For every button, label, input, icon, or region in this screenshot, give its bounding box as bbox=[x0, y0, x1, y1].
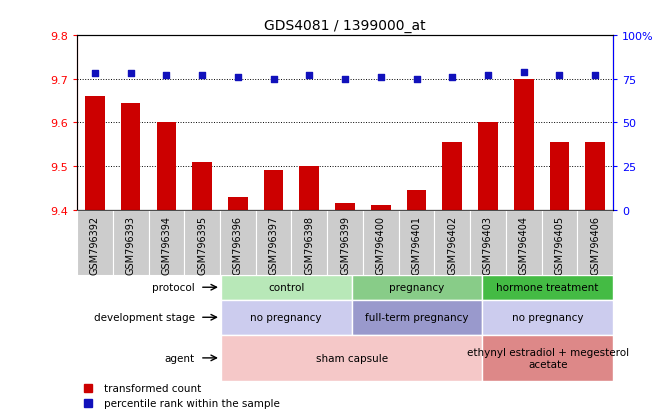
Text: protocol: protocol bbox=[152, 282, 195, 292]
Point bbox=[375, 74, 386, 81]
FancyBboxPatch shape bbox=[399, 210, 434, 275]
Point bbox=[340, 76, 350, 83]
Text: GSM796396: GSM796396 bbox=[233, 216, 243, 274]
Text: ethynyl estradiol + megesterol
acetate: ethynyl estradiol + megesterol acetate bbox=[466, 347, 628, 369]
Text: no pregnancy: no pregnancy bbox=[251, 313, 322, 323]
Bar bbox=[442, 143, 462, 210]
FancyBboxPatch shape bbox=[541, 210, 578, 275]
FancyBboxPatch shape bbox=[77, 210, 113, 275]
Text: hormone treatment: hormone treatment bbox=[496, 282, 599, 292]
Bar bbox=[121, 103, 141, 210]
Bar bbox=[371, 206, 391, 210]
Point bbox=[482, 73, 493, 79]
Title: GDS4081 / 1399000_at: GDS4081 / 1399000_at bbox=[264, 19, 426, 33]
Text: GSM796405: GSM796405 bbox=[555, 216, 564, 275]
FancyBboxPatch shape bbox=[113, 210, 149, 275]
Text: GSM796397: GSM796397 bbox=[269, 216, 279, 275]
FancyBboxPatch shape bbox=[363, 210, 399, 275]
Bar bbox=[228, 197, 248, 210]
Text: development stage: development stage bbox=[94, 313, 195, 323]
Text: GSM796402: GSM796402 bbox=[448, 216, 457, 275]
Point bbox=[90, 71, 100, 78]
Text: GSM796392: GSM796392 bbox=[90, 216, 100, 275]
Point bbox=[161, 73, 172, 79]
Text: GSM796395: GSM796395 bbox=[197, 216, 207, 275]
FancyBboxPatch shape bbox=[352, 300, 482, 335]
Text: control: control bbox=[268, 282, 304, 292]
Text: agent: agent bbox=[165, 353, 195, 363]
Point bbox=[304, 73, 315, 79]
FancyBboxPatch shape bbox=[221, 335, 482, 381]
FancyBboxPatch shape bbox=[184, 210, 220, 275]
Text: GSM796406: GSM796406 bbox=[590, 216, 600, 274]
Bar bbox=[264, 171, 283, 210]
Text: GSM796399: GSM796399 bbox=[340, 216, 350, 274]
FancyBboxPatch shape bbox=[221, 275, 352, 300]
Text: transformed count: transformed count bbox=[104, 383, 201, 393]
FancyBboxPatch shape bbox=[220, 210, 256, 275]
Point bbox=[447, 74, 458, 81]
Point bbox=[125, 71, 136, 78]
Text: GSM796404: GSM796404 bbox=[519, 216, 529, 274]
Bar bbox=[514, 79, 533, 210]
Text: percentile rank within the sample: percentile rank within the sample bbox=[104, 398, 280, 408]
Bar bbox=[85, 97, 105, 210]
Bar bbox=[586, 143, 605, 210]
FancyBboxPatch shape bbox=[506, 210, 541, 275]
Bar bbox=[549, 143, 570, 210]
Point bbox=[268, 76, 279, 83]
Point bbox=[197, 73, 208, 79]
Text: GSM796393: GSM796393 bbox=[126, 216, 135, 274]
Text: pregnancy: pregnancy bbox=[389, 282, 445, 292]
Bar bbox=[407, 191, 426, 210]
Bar bbox=[192, 162, 212, 210]
Bar bbox=[299, 167, 319, 210]
Text: sham capsule: sham capsule bbox=[316, 353, 388, 363]
Point bbox=[554, 73, 565, 79]
Text: GSM796394: GSM796394 bbox=[161, 216, 172, 274]
FancyBboxPatch shape bbox=[482, 300, 613, 335]
Bar bbox=[335, 204, 355, 210]
Text: GSM796401: GSM796401 bbox=[411, 216, 421, 274]
Text: full-term pregnancy: full-term pregnancy bbox=[365, 313, 469, 323]
Text: GSM796400: GSM796400 bbox=[376, 216, 386, 274]
Point bbox=[519, 69, 529, 76]
FancyBboxPatch shape bbox=[470, 210, 506, 275]
Point bbox=[411, 76, 422, 83]
FancyBboxPatch shape bbox=[482, 275, 613, 300]
Bar bbox=[157, 123, 176, 210]
Text: GSM796403: GSM796403 bbox=[483, 216, 493, 274]
FancyBboxPatch shape bbox=[149, 210, 184, 275]
FancyBboxPatch shape bbox=[482, 335, 613, 381]
Text: GSM796398: GSM796398 bbox=[304, 216, 314, 274]
FancyBboxPatch shape bbox=[352, 275, 482, 300]
FancyBboxPatch shape bbox=[256, 210, 291, 275]
FancyBboxPatch shape bbox=[291, 210, 327, 275]
Point bbox=[232, 74, 243, 81]
FancyBboxPatch shape bbox=[434, 210, 470, 275]
FancyBboxPatch shape bbox=[221, 300, 352, 335]
FancyBboxPatch shape bbox=[327, 210, 363, 275]
FancyBboxPatch shape bbox=[578, 210, 613, 275]
Point bbox=[590, 73, 600, 79]
Bar bbox=[478, 123, 498, 210]
Text: no pregnancy: no pregnancy bbox=[512, 313, 584, 323]
